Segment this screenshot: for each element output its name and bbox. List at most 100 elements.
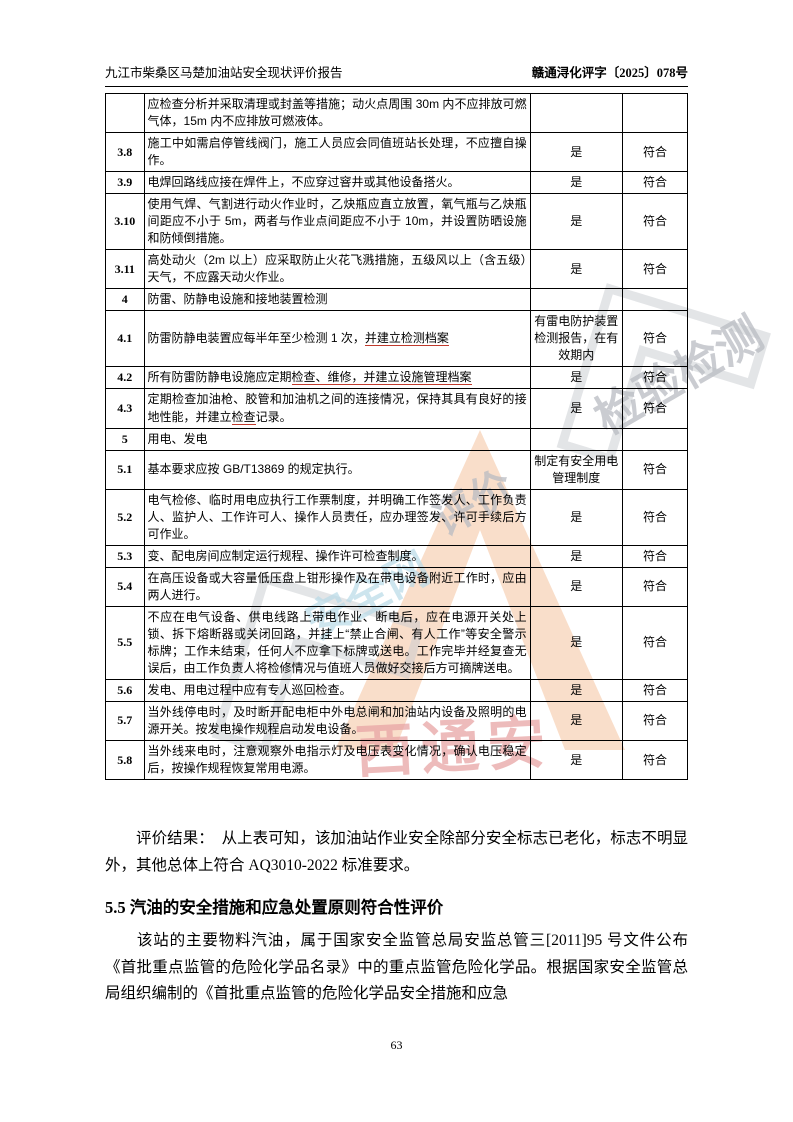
row-number: 5.5	[105, 605, 145, 680]
row-status: 是	[529, 605, 623, 680]
row-number: 5	[105, 427, 145, 451]
row-number: 4.1	[105, 310, 145, 368]
row-result: 符合	[621, 740, 689, 781]
table-row: 应检查分析并采取清理或封盖等措施；动火点周围 30m 内不应排放可燃气体，15m…	[105, 92, 689, 134]
row-status	[529, 288, 623, 312]
row-status: 是	[529, 193, 623, 251]
row-result	[621, 427, 689, 451]
row-status	[529, 427, 623, 451]
row-result: 符合	[621, 678, 689, 702]
body-paragraph-2-text: 该站的主要物料汽油，属于国家安全监管总局安监总管三[2011]95 号文件公布《…	[105, 932, 688, 1003]
table-row: 3.8 施工中如需启停管线阀门，施工人员应会同值班站长处理，不应擅自操作。 是 …	[105, 132, 689, 173]
row-status: 是	[529, 388, 623, 429]
table-row: 4.1 防雷防静电装置应每半年至少检测 1 次，并建立检测档案 有雷电防护装置检…	[105, 310, 689, 368]
row-result: 符合	[621, 605, 689, 680]
row-description-tail: 记录。	[255, 409, 292, 424]
row-result: 符合	[621, 488, 689, 546]
table-row: 5.1 基本要求应按 GB/T13869 的规定执行。 制定有安全用电管理制度 …	[105, 449, 689, 490]
row-description-plain: 所有防雷防静电设施应定期	[147, 370, 292, 385]
row-description: 当外线停电时，及时断开配电柜中外电总闸和加油站内设备及照明的电源开关。按发电操作…	[143, 700, 531, 742]
table-row: 5.8 当外线来电时，注意观察外电指示灯及电压表变化情况，确认电压稳定后，按操作…	[105, 740, 689, 781]
row-description: 变、配电房间应制定运行规程、操作许可检查制度。	[143, 544, 531, 568]
row-number: 5.4	[105, 566, 145, 607]
row-number: 3.9	[105, 171, 145, 195]
row-result	[621, 288, 689, 312]
row-number: 3.11	[105, 249, 145, 290]
row-result: 符合	[621, 310, 689, 368]
row-description: 电焊回路线应接在焊件上，不应穿过窨井或其他设备搭火。	[143, 171, 531, 195]
row-description: 施工中如需启停管线阀门，施工人员应会同值班站长处理，不应擅自操作。	[143, 132, 531, 173]
row-description: 发电、用电过程中应有专人巡回检查。	[143, 678, 531, 702]
header-right-docnumber: 赣通浔化评字〔2025〕078号	[531, 66, 688, 80]
table-row: 5.2 电气检修、临时用电应执行工作票制度，并明确工作签发人、工作负责人、监护人…	[105, 488, 689, 546]
table-section-row: 4 防雷、防静电设施和接地装置检测	[105, 288, 689, 312]
table-row: 4.2 所有防雷防静电设施应定期检查、维修，并建立设施管理档案 是 符合	[105, 366, 689, 390]
row-status: 是	[529, 366, 623, 390]
row-description: 使用气焊、气割进行动火作业时，乙炔瓶应直立放置，氧气瓶与乙炔瓶间距应不小于 5m…	[143, 193, 531, 251]
row-status: 是	[529, 249, 623, 290]
table-row: 5.6 发电、用电过程中应有专人巡回检查。 是 符合	[105, 678, 689, 702]
row-number: 4.2	[105, 366, 145, 390]
row-status: 是	[529, 544, 623, 568]
row-result: 符合	[621, 388, 689, 429]
row-status: 有雷电防护装置检测报告，在有效期内	[529, 310, 623, 368]
row-result: 符合	[621, 171, 689, 195]
table-section-row: 5 用电、发电	[105, 427, 689, 451]
row-result: 符合	[621, 566, 689, 607]
row-number: 5.7	[105, 700, 145, 742]
row-description-plain: 定期检查加油枪、胶管和加油机之间的连接情况，保持其具有良好的接地性能，并建立	[147, 392, 527, 424]
row-number: 4	[105, 288, 145, 312]
table-row: 3.10 使用气焊、气割进行动火作业时，乙炔瓶应直立放置，氧气瓶与乙炔瓶间距应不…	[105, 193, 689, 251]
table-row: 5.7 当外线停电时，及时断开配电柜中外电总闸和加油站内设备及照明的电源开关。按…	[105, 700, 689, 742]
section-title: 用电、发电	[143, 427, 531, 451]
page-number: 63	[390, 1038, 403, 1052]
row-description: 高处动火（2m 以上）应采取防止火花飞溅措施，五级风以上（含五级）天气，不应露天…	[143, 249, 531, 290]
row-description: 基本要求应按 GB/T13869 的规定执行。	[143, 449, 531, 490]
row-number: 5.1	[105, 449, 145, 490]
row-description: 应检查分析并采取清理或封盖等措施；动火点周围 30m 内不应排放可燃气体，15m…	[143, 92, 531, 134]
page-header: 九江市柴桑区马楚加油站安全现状评价报告 赣通浔化评字〔2025〕078号	[105, 62, 688, 81]
row-number: 5.2	[105, 488, 145, 546]
row-number: 3.10	[105, 193, 145, 251]
compliance-check-table: 应检查分析并采取清理或封盖等措施；动火点周围 30m 内不应排放可燃气体，15m…	[105, 92, 689, 781]
row-description-underlined: 检查	[231, 409, 256, 425]
row-result: 符合	[621, 700, 689, 742]
row-result: 符合	[621, 366, 689, 390]
row-result: 符合	[621, 193, 689, 251]
row-description-underlined: 并建立检测档案	[364, 331, 449, 347]
row-result: 符合	[621, 132, 689, 173]
row-number: 4.3	[105, 388, 145, 429]
table-row: 3.9 电焊回路线应接在焊件上，不应穿过窨井或其他设备搭火。 是 符合	[105, 171, 689, 195]
row-result	[621, 92, 689, 134]
table-row: 5.5 不应在电气设备、供电线路上带电作业、断电后，应在电源开关处上锁、拆下熔断…	[105, 605, 689, 680]
row-number: 5.8	[105, 740, 145, 781]
row-description: 防雷防静电装置应每半年至少检测 1 次，并建立检测档案	[143, 310, 531, 368]
table-row: 5.3 变、配电房间应制定运行规程、操作许可检查制度。 是 符合	[105, 544, 689, 568]
row-status	[529, 92, 623, 134]
table-row: 4.3 定期检查加油枪、胶管和加油机之间的连接情况，保持其具有良好的接地性能，并…	[105, 388, 689, 429]
row-description: 在高压设备或大容量低压盘上钳形操作及在带电设备附近工作时，应由两人进行。	[143, 566, 531, 607]
evaluation-result-paragraph: 评价结果： 从上表可知，该加油站作业安全除部分安全标志已老化，标志不明显外，其他…	[105, 826, 688, 879]
row-status: 制定有安全用电管理制度	[529, 449, 623, 490]
section-heading-5-5: 5.5 汽油的安全措施和应急处置原则符合性评价	[105, 898, 444, 917]
header-left-title: 九江市柴桑区马楚加油站安全现状评价报告	[105, 66, 343, 80]
row-status: 是	[529, 700, 623, 742]
row-description-underlined: 检查、维修，并建立设施管理档案	[291, 370, 472, 386]
evaluation-result-text: 评价结果： 从上表可知，该加油站作业安全除部分安全标志已老化，标志不明显外，其他…	[105, 830, 688, 874]
row-status: 是	[529, 488, 623, 546]
row-description: 当外线来电时，注意观察外电指示灯及电压表变化情况，确认电压稳定后，按操作规程恢复…	[143, 740, 531, 781]
row-description-plain: 防雷防静电装置应每半年至少检测 1 次，	[147, 331, 365, 346]
row-number: 3.8	[105, 132, 145, 173]
row-number: 5.6	[105, 678, 145, 702]
row-description: 定期检查加油枪、胶管和加油机之间的连接情况，保持其具有良好的接地性能，并建立检查…	[143, 388, 531, 429]
row-number	[105, 92, 145, 134]
row-result: 符合	[621, 449, 689, 490]
body-paragraph-2: 该站的主要物料汽油，属于国家安全监管总局安监总管三[2011]95 号文件公布《…	[105, 928, 688, 1008]
row-status: 是	[529, 678, 623, 702]
row-description: 所有防雷防静电设施应定期检查、维修，并建立设施管理档案	[143, 366, 531, 390]
section-title: 防雷、防静电设施和接地装置检测	[143, 288, 531, 312]
row-result: 符合	[621, 544, 689, 568]
row-status: 是	[529, 132, 623, 173]
row-status: 是	[529, 171, 623, 195]
row-result: 符合	[621, 249, 689, 290]
